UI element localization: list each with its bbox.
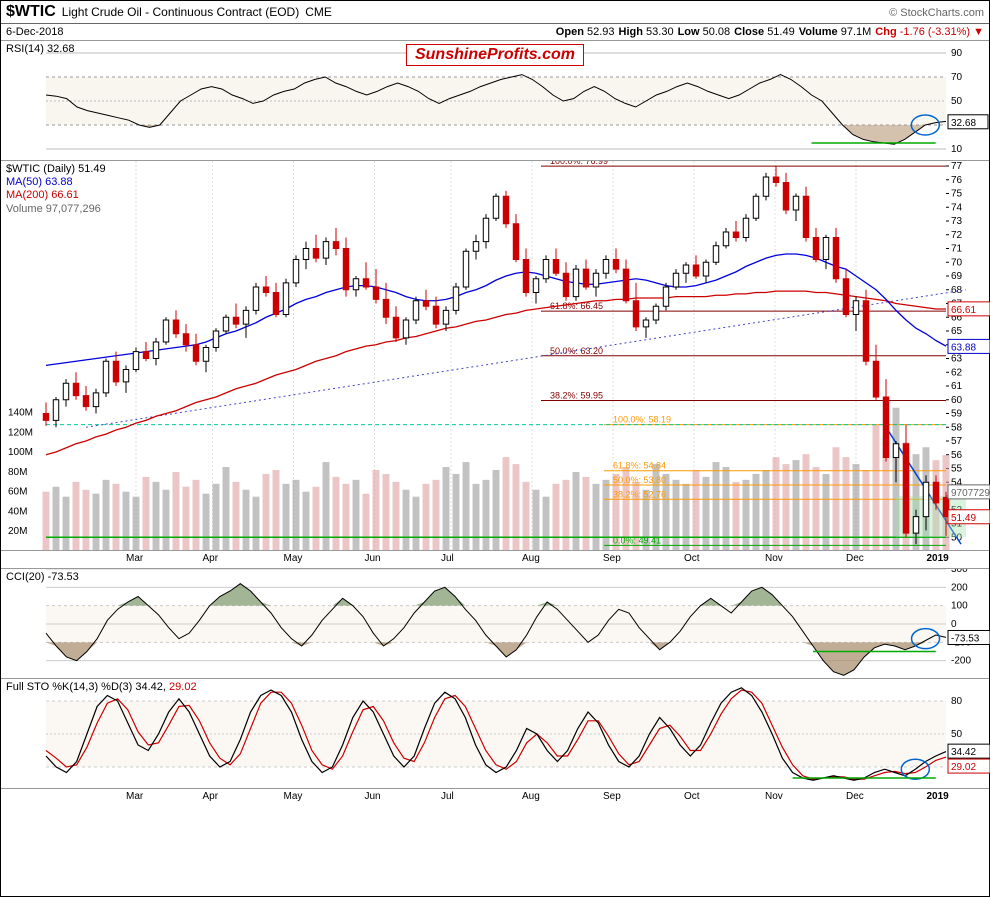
svg-text:61.8%: 54.84: 61.8%: 54.84 [613, 461, 666, 471]
rsi-value: 32.68 [47, 43, 75, 55]
cci-value: -73.53 [48, 571, 79, 583]
svg-text:-73.53: -73.53 [951, 633, 980, 644]
svg-text:38.2%: 59.95: 38.2%: 59.95 [550, 390, 603, 400]
price-legend-main: $WTIC (Daily) 51.49 [6, 163, 106, 176]
svg-text:72: 72 [951, 230, 963, 241]
svg-text:55: 55 [951, 464, 963, 475]
sto-label: Full STO %K(14,3) %D(3) [6, 681, 132, 693]
svg-text:70: 70 [951, 72, 963, 83]
svg-text:50: 50 [951, 96, 963, 107]
svg-text:32.68: 32.68 [951, 118, 976, 129]
svg-text:74: 74 [951, 202, 963, 213]
rsi-label: RSI(14) [6, 43, 44, 55]
volume-value: 97.1M [841, 26, 872, 38]
svg-text:100.0%: 76.99: 100.0%: 76.99 [550, 161, 608, 166]
sto-chart: 20508034.4229.02 [1, 679, 990, 789]
svg-text:10: 10 [951, 144, 963, 155]
svg-text:0: 0 [951, 619, 957, 630]
svg-text:34.42: 34.42 [951, 747, 976, 758]
svg-text:60M: 60M [8, 487, 27, 498]
svg-text:29.02: 29.02 [951, 762, 976, 773]
watermark-label: SunshineProfits.com [406, 44, 584, 66]
svg-text:59: 59 [951, 409, 963, 420]
svg-text:9707729: 9707729 [951, 488, 990, 499]
chart-date: 6-Dec-2018 [6, 26, 63, 38]
svg-text:100.0%: 58.19: 100.0%: 58.19 [613, 415, 671, 425]
stock-chart-root: $WTIC Light Crude Oil - Continuous Contr… [0, 0, 990, 897]
down-arrow-icon: ▼ [973, 26, 984, 38]
attribution-label: © StockCharts.com [889, 7, 984, 19]
ticker-symbol: $WTIC [6, 3, 56, 21]
low-value: 50.08 [703, 26, 731, 38]
svg-text:40M: 40M [8, 506, 27, 517]
svg-text:56: 56 [951, 450, 963, 461]
svg-text:60: 60 [951, 395, 963, 406]
cci-panel: CCI(20) -73.53 -200-1000100200300-73.53 [1, 568, 989, 678]
svg-text:66.61: 66.61 [951, 305, 976, 316]
sto-d-value: 29.02 [169, 681, 197, 693]
svg-text:90: 90 [951, 48, 963, 59]
svg-text:57: 57 [951, 436, 963, 447]
sto-panel: Full STO %K(14,3) %D(3) 34.42, 29.02 205… [1, 678, 989, 788]
cci-chart: -200-1000100200300-73.53 [1, 569, 990, 679]
svg-text:76: 76 [951, 175, 963, 186]
svg-text:20M: 20M [8, 526, 27, 537]
svg-text:50.0%: 53.80: 50.0%: 53.80 [613, 475, 666, 485]
svg-text:100M: 100M [8, 447, 33, 458]
stats-row: 6-Dec-2018 Open 52.93 High 53.30 Low 50.… [1, 24, 989, 40]
svg-text:140M: 140M [8, 408, 33, 419]
svg-text:80M: 80M [8, 467, 27, 478]
sto-k-value: 34.42 [135, 681, 163, 693]
cci-label: CCI(20) [6, 571, 45, 583]
svg-text:73: 73 [951, 216, 963, 227]
high-value: 53.30 [646, 26, 674, 38]
svg-text:51.49: 51.49 [951, 513, 976, 524]
xaxis-months-bottom: MarAprMayJunJulAugSepOctNovDec2019 [1, 788, 989, 806]
svg-text:75: 75 [951, 189, 963, 200]
price-chart: 5051525354555657585960616263646566676869… [1, 161, 990, 551]
svg-text:63.88: 63.88 [951, 342, 976, 353]
svg-text:38.2%: 52.76: 38.2%: 52.76 [613, 489, 666, 499]
svg-text:120M: 120M [8, 427, 33, 438]
svg-text:71: 71 [951, 244, 963, 255]
svg-text:69: 69 [951, 271, 963, 282]
open-value: 52.93 [587, 26, 615, 38]
svg-text:200: 200 [951, 582, 968, 593]
svg-text:100: 100 [951, 601, 968, 612]
svg-text:61: 61 [951, 381, 963, 392]
chart-header: $WTIC Light Crude Oil - Continuous Contr… [1, 1, 989, 24]
svg-text:77: 77 [951, 161, 963, 172]
svg-text:63: 63 [951, 354, 963, 365]
ticker-description: Light Crude Oil - Continuous Contract (E… [62, 5, 299, 19]
svg-text:-200: -200 [951, 656, 971, 667]
svg-text:65: 65 [951, 326, 963, 337]
close-value: 51.49 [767, 26, 795, 38]
change-value: -1.76 (-3.31%) [900, 26, 970, 38]
xaxis-months: MarAprMayJunJulAugSepOctNovDec2019 [1, 550, 989, 568]
exchange-label: CME [305, 5, 332, 19]
price-panel: $WTIC (Daily) 51.49 MA(50) 63.88 MA(200)… [1, 160, 989, 550]
svg-text:300: 300 [951, 569, 968, 575]
svg-text:80: 80 [951, 696, 963, 707]
price-legend-vol: Volume 97,077,296 [6, 203, 106, 216]
price-legend-ma50: MA(50) 63.88 [6, 176, 106, 189]
svg-text:58: 58 [951, 422, 963, 433]
price-legend-ma200: MA(200) 66.61 [6, 189, 106, 202]
rsi-panel: RSI(14) 32.68 SunshineProfits.com 103050… [1, 40, 989, 160]
svg-text:70: 70 [951, 257, 963, 268]
svg-text:50: 50 [951, 729, 963, 740]
svg-text:62: 62 [951, 367, 963, 378]
